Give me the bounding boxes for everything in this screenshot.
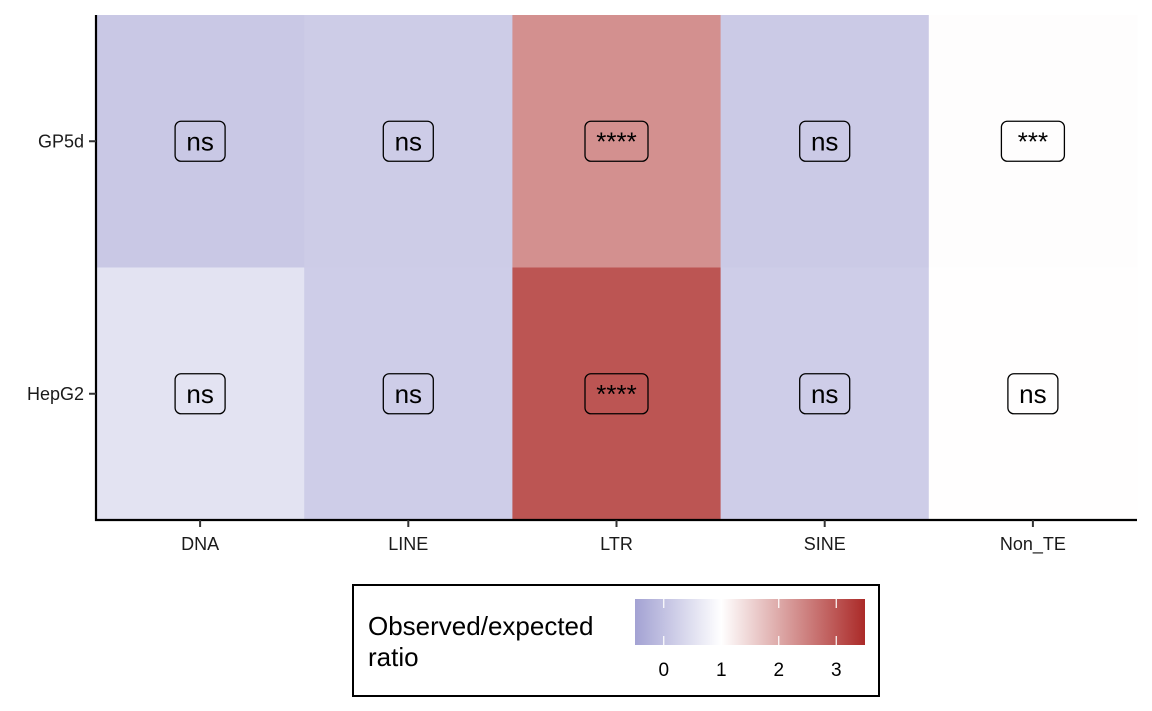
cell-label-box-gp5d-non-te bbox=[1000, 120, 1066, 162]
y-tick-label-hepg2: HepG2 bbox=[27, 384, 84, 404]
cell-label-gp5d-sine: ns bbox=[811, 126, 838, 156]
cell-label-box-hepg2-sine bbox=[799, 373, 851, 415]
x-tick-label-sine: SINE bbox=[804, 534, 846, 554]
cell-label-box-hepg2-line bbox=[382, 373, 434, 415]
legend-tick-label-1: 1 bbox=[716, 660, 727, 681]
heatmap-cells bbox=[96, 15, 1138, 521]
cell-label-hepg2-sine: ns bbox=[811, 379, 838, 409]
legend-tick-label-0: 0 bbox=[658, 660, 669, 681]
cell-label-box-gp5d-dna bbox=[174, 120, 226, 162]
heatmap-cell-labels: ns ns **** ns *** ns ns **** ns ns bbox=[174, 120, 1066, 415]
legend-title-line-2: ratio bbox=[368, 642, 419, 672]
x-tick-label-line: LINE bbox=[388, 534, 428, 554]
cell-label-gp5d-ltr: **** bbox=[596, 126, 636, 156]
cell-label-hepg2-line: ns bbox=[395, 379, 422, 409]
cell-label-hepg2-ltr: **** bbox=[596, 379, 636, 409]
cell-label-gp5d-dna: ns bbox=[186, 126, 213, 156]
cell-label-box-gp5d-sine bbox=[799, 120, 851, 162]
cell-label-box-hepg2-non-te bbox=[1007, 373, 1059, 415]
cell-label-hepg2-non-te: ns bbox=[1019, 379, 1046, 409]
legend-tick-label-3: 3 bbox=[831, 660, 842, 681]
legend-tick-label-2: 2 bbox=[773, 660, 784, 681]
legend-colorbar bbox=[635, 599, 865, 645]
cell-label-box-gp5d-ltr bbox=[584, 120, 649, 162]
y-tick-label-gp5d: GP5d bbox=[38, 131, 84, 151]
x-tick-label-dna: DNA bbox=[181, 534, 219, 554]
cell-label-box-hepg2-dna bbox=[174, 373, 226, 415]
chart-axes: DNA LINE LTR SINE Non_TE GP5d HepG2 bbox=[27, 15, 1137, 555]
legend-title-line-1: Observed/expected bbox=[368, 611, 593, 641]
cell-label-box-hepg2-ltr bbox=[584, 373, 649, 415]
cell-label-gp5d-non-te: *** bbox=[1018, 126, 1048, 156]
x-tick-label-non-te: Non_TE bbox=[1000, 534, 1066, 555]
cell-label-gp5d-line: ns bbox=[395, 126, 422, 156]
x-tick-label-ltr: LTR bbox=[600, 534, 633, 554]
cell-label-box-gp5d-line bbox=[382, 120, 434, 162]
cell-label-hepg2-dna: ns bbox=[186, 379, 213, 409]
